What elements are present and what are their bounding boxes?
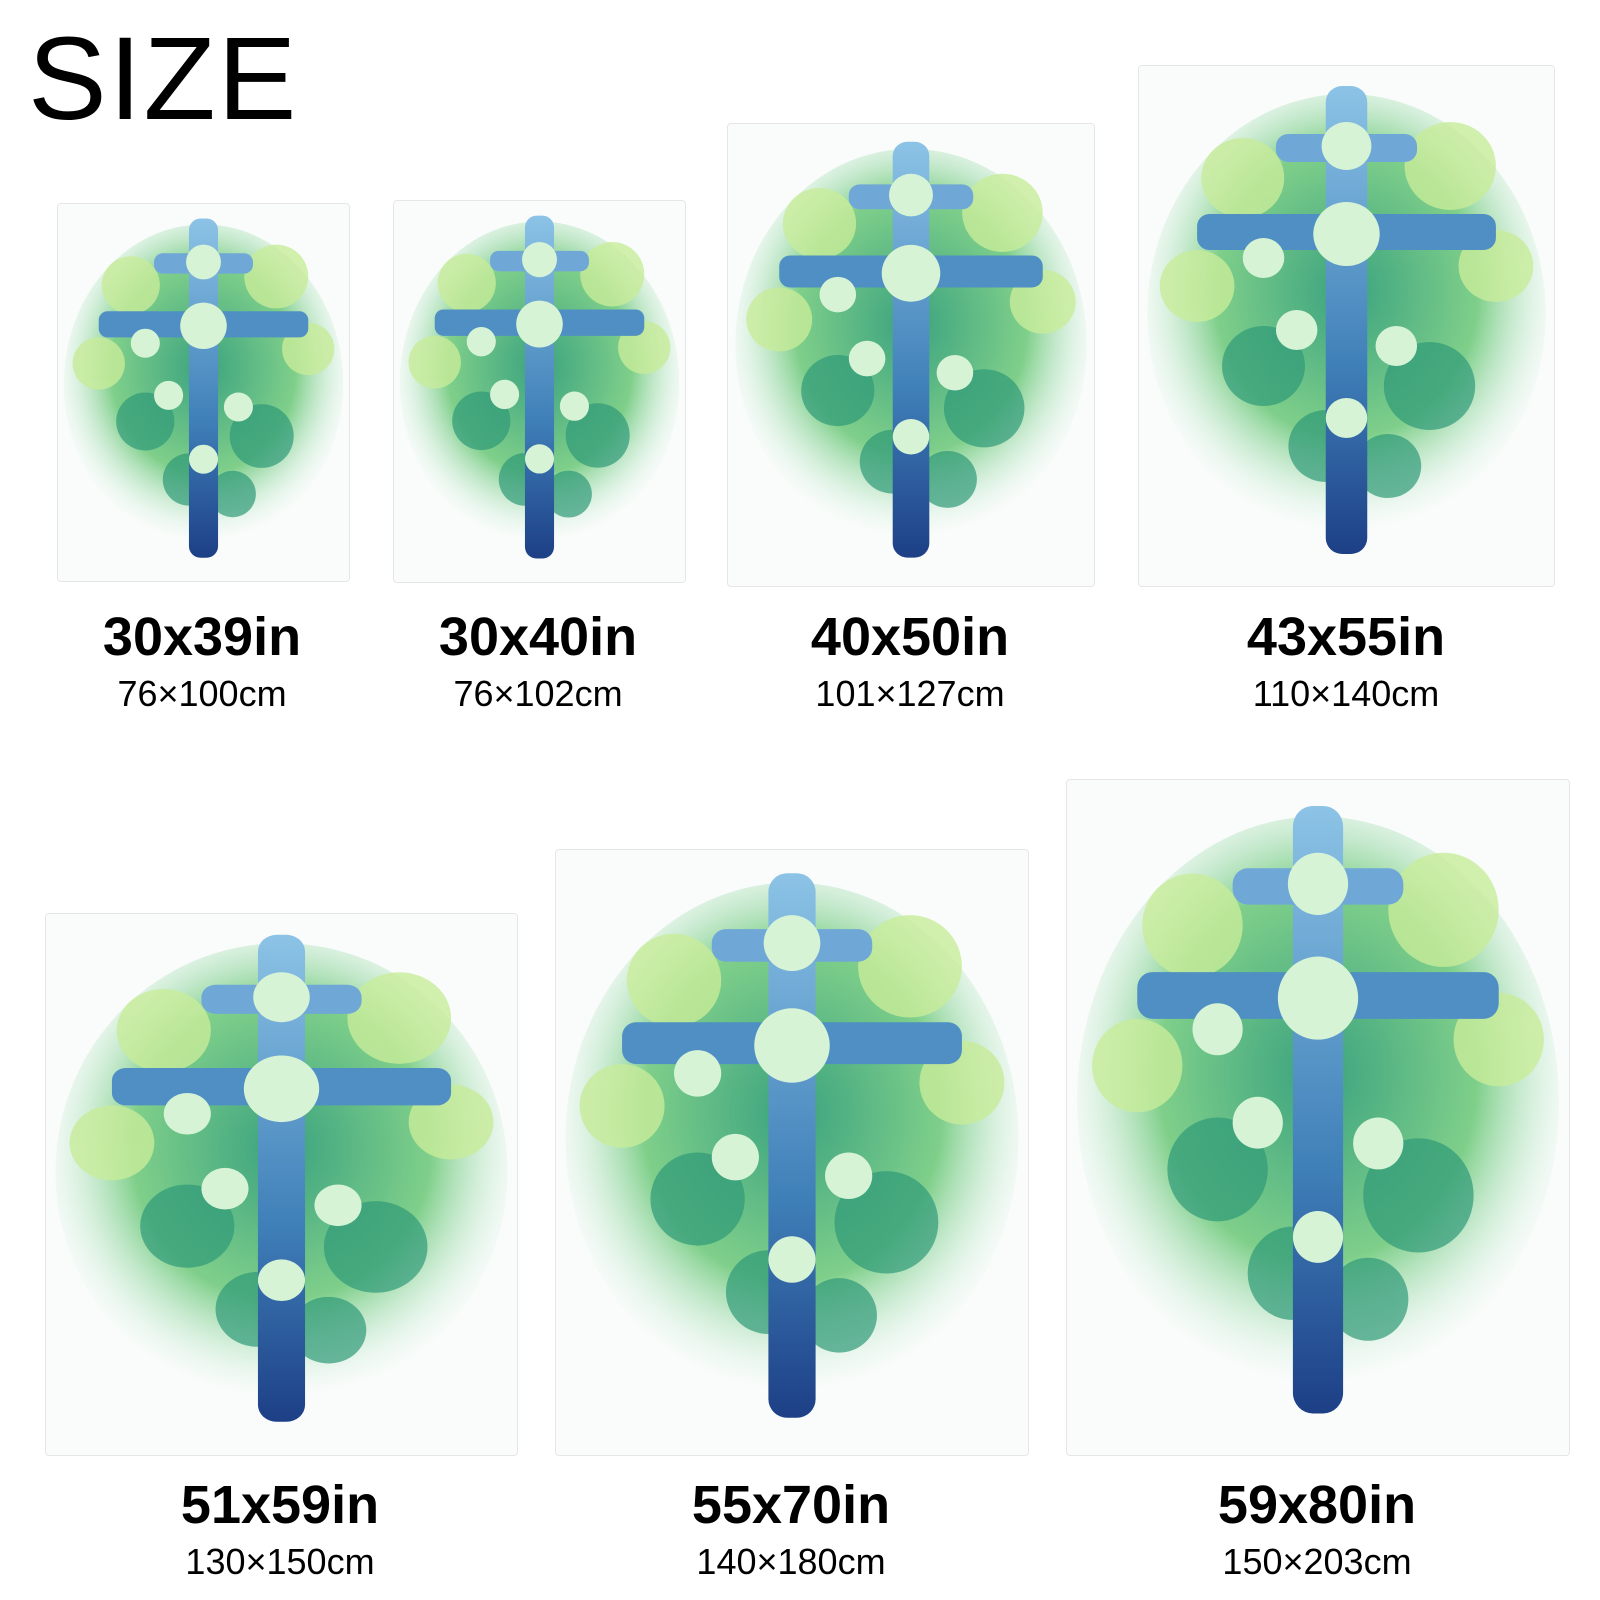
- size-cm: 76×100cm: [117, 673, 287, 714]
- product-image-51x59: [45, 913, 518, 1456]
- size-inches: 40x50in: [810, 607, 1010, 667]
- size-inches: 59x80in: [1217, 1475, 1417, 1535]
- size-inches: 43x55in: [1246, 607, 1446, 667]
- product-image-40x50: [727, 123, 1095, 587]
- size-inches: 55x70in: [691, 1475, 891, 1535]
- size-cm: 110×140cm: [1252, 673, 1440, 714]
- product-image-30x40: [393, 200, 686, 583]
- size-cm: 101×127cm: [815, 673, 1005, 714]
- size-label-43x55: 43x55in 110×140cm: [1176, 610, 1516, 712]
- size-inches: 30x39in: [102, 607, 302, 667]
- size-label-30x40: 30x40in 76×102cm: [368, 610, 708, 712]
- size-cm: 150×203cm: [1222, 1541, 1412, 1582]
- size-cm: 76×102cm: [453, 673, 623, 714]
- size-label-30x39: 30x39in 76×100cm: [32, 610, 372, 712]
- product-image-43x55: [1138, 65, 1555, 587]
- size-cm: 140×180cm: [696, 1541, 886, 1582]
- size-label-51x59: 51x59in 130×150cm: [110, 1478, 450, 1580]
- product-image-59x80: [1066, 779, 1570, 1456]
- size-label-55x70: 55x70in 140×180cm: [621, 1478, 961, 1580]
- product-image-55x70: [555, 849, 1029, 1456]
- product-image-30x39: [57, 203, 350, 582]
- page-title: SIZE: [28, 13, 299, 145]
- size-inches: 30x40in: [438, 607, 638, 667]
- size-inches: 51x59in: [180, 1475, 380, 1535]
- size-label-59x80: 59x80in 150×203cm: [1147, 1478, 1487, 1580]
- size-cm: 130×150cm: [185, 1541, 375, 1582]
- size-label-40x50: 40x50in 101×127cm: [740, 610, 1080, 712]
